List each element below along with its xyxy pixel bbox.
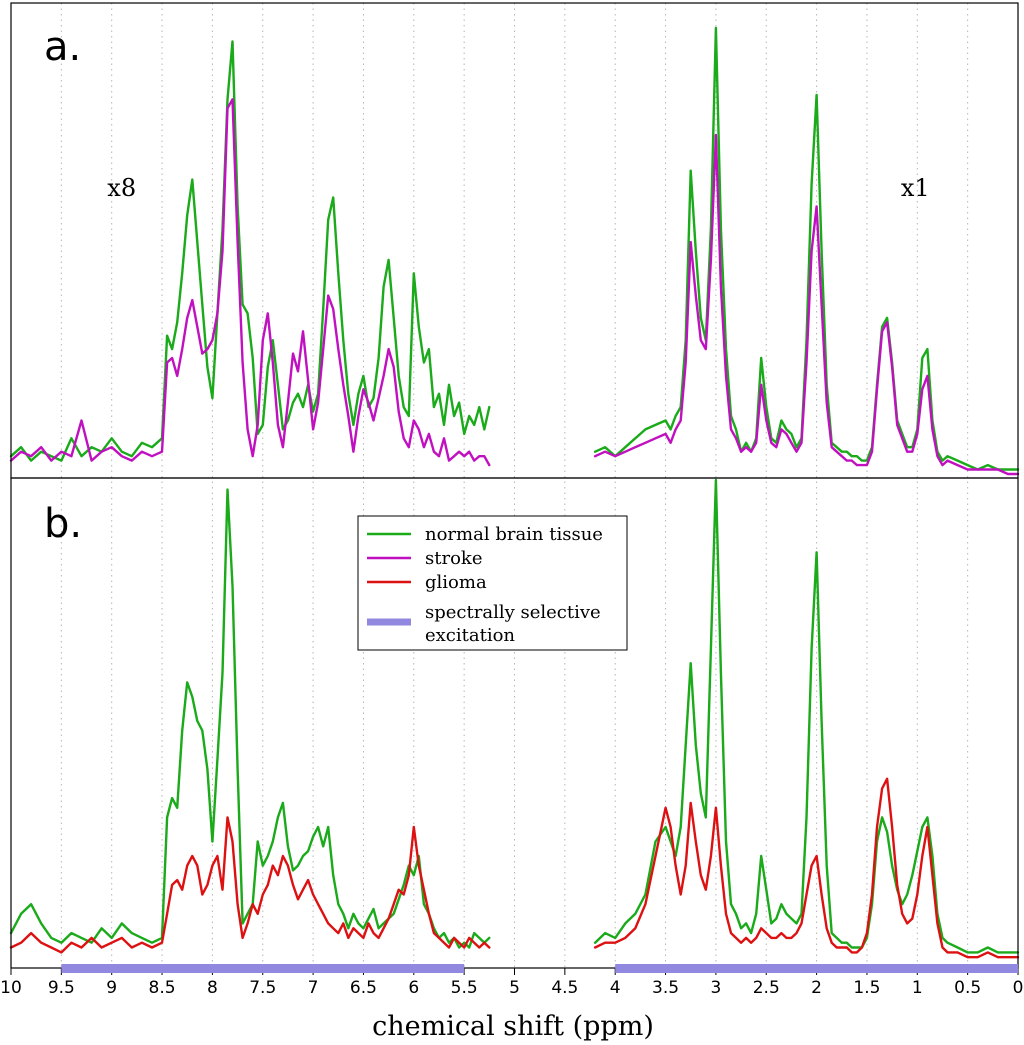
- x-axis: 10 9.5 9 8.5 8 7.5 7 6.5 6 5.5 5 4.5 4 3.5 3 2.5 2 1.5 1 0.…: [0, 964, 1023, 998]
- x-tick-label: 3: [710, 978, 721, 998]
- x-tick-label: 5.5: [451, 978, 478, 998]
- x-tick-label: 4.5: [551, 978, 578, 998]
- panel-a-label: a.: [44, 24, 81, 70]
- x-tick-label: 9: [106, 978, 117, 998]
- x-axis-title: chemical shift (ppm): [372, 1011, 654, 1042]
- panel-a: [9, 26, 1020, 476]
- series-line-glioma: [9, 816, 491, 954]
- vertical-grid: [60, 3, 969, 968]
- x-tick-label: 1: [912, 978, 923, 998]
- legend-label-normal: normal brain tissue: [425, 524, 603, 545]
- panel-b: [9, 478, 1020, 959]
- x-tick-label: 0: [1013, 978, 1024, 998]
- series-line-normal: [9, 488, 491, 949]
- scale-label-x8: x8: [107, 174, 136, 202]
- legend-label-glioma: glioma: [425, 572, 487, 593]
- x-tick-label: 8.5: [149, 978, 176, 998]
- x-tick-label: 0.5: [954, 978, 981, 998]
- x-tick-label: 8: [207, 978, 218, 998]
- legend-label-stroke: stroke: [425, 548, 482, 569]
- x-tick-label: 7: [308, 978, 319, 998]
- x-tick-label: 7.5: [249, 978, 276, 998]
- panel-b-label: b.: [44, 501, 82, 547]
- x-tick-label: 4: [610, 978, 621, 998]
- x-tick-label: 6: [408, 978, 419, 998]
- series-line-glioma: [593, 777, 1020, 959]
- x-tick-label: 2.5: [753, 978, 780, 998]
- x-tick-label: 3.5: [652, 978, 679, 998]
- legend-label-excitation-line2: excitation: [425, 625, 515, 646]
- excitation-band: [61, 964, 465, 973]
- x-tick-label: 9.5: [48, 978, 75, 998]
- x-tick-label: 6.5: [350, 978, 377, 998]
- x-tick-label: 10: [0, 978, 22, 998]
- x-tick-label: 5: [509, 978, 520, 998]
- scale-label-x1: x1: [901, 174, 930, 202]
- series-line-stroke: [593, 133, 1020, 476]
- legend: normal brain tissue stroke glioma spectr…: [357, 515, 628, 651]
- x-tick-label: 2: [811, 978, 822, 998]
- excitation-band: [615, 964, 1018, 973]
- series-line-normal: [9, 40, 491, 462]
- x-tick-label: 1.5: [853, 978, 880, 998]
- series-line-stroke: [9, 98, 491, 467]
- series-line-normal: [593, 478, 1020, 954]
- legend-label-excitation: spectrally selective: [425, 602, 601, 623]
- series-line-normal: [593, 26, 1020, 471]
